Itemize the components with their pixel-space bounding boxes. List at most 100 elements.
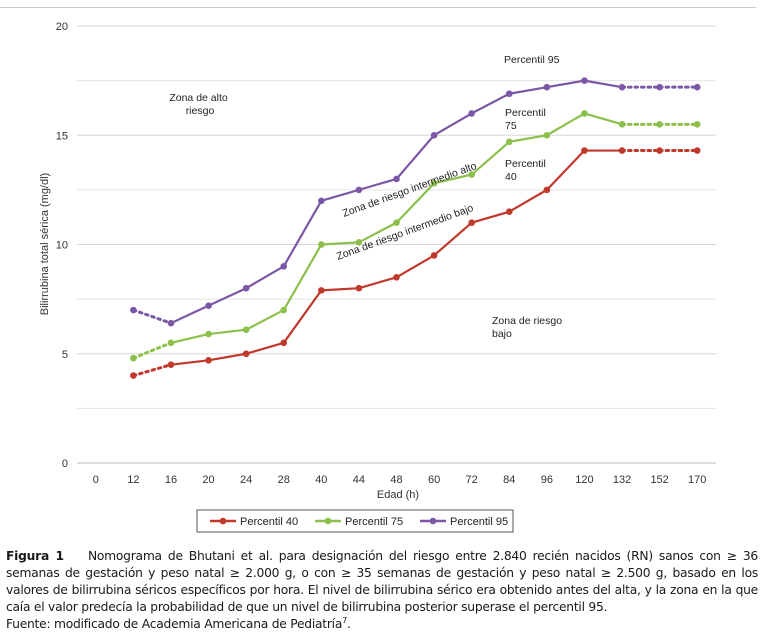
- data-point: [581, 147, 588, 154]
- annotation-low-risk-line1: Zona de riesgo: [492, 315, 562, 327]
- x-tick-label: 48: [390, 474, 402, 486]
- data-point: [318, 287, 325, 294]
- x-tick-label: 60: [428, 474, 440, 486]
- series-segment: [395, 182, 435, 224]
- series-segment: [584, 79, 623, 89]
- x-tick-label: 96: [541, 474, 553, 486]
- data-point: [468, 110, 475, 117]
- data-point: [280, 263, 288, 270]
- annotation-p40-line1: Percentil: [505, 158, 546, 170]
- legend: Percentil 40 Percentil 75 Percentil 95: [196, 509, 514, 533]
- series-segment: [131, 308, 173, 325]
- x-tick-label: 0: [93, 474, 99, 486]
- data-point: [355, 239, 363, 246]
- y-tick-label: 0: [62, 458, 68, 470]
- series-segment: [546, 149, 586, 191]
- x-tick-label: 20: [202, 474, 214, 486]
- x-tick-label: 132: [613, 474, 631, 486]
- data-point: [505, 90, 513, 98]
- caption-source: Fuente: modificado de Academia Americana…: [6, 616, 758, 633]
- legend-swatch-marker: [219, 517, 227, 525]
- series-segment: [170, 333, 209, 344]
- source-end: .: [346, 617, 351, 631]
- data-point: [581, 77, 588, 84]
- series-segment: [546, 79, 585, 89]
- series-percentil-95: [130, 77, 701, 327]
- series-segment: [245, 309, 285, 331]
- series-segment: [208, 328, 247, 336]
- annotation-high-risk-zone: Zona de alto riesgo: [169, 92, 230, 117]
- series-segment: [282, 289, 323, 344]
- data-point: [693, 147, 701, 154]
- data-point: [205, 330, 212, 338]
- series-segment: [170, 304, 210, 325]
- data-point: [656, 121, 663, 128]
- annotation-p75-line2: 75: [505, 120, 517, 132]
- data-point: [167, 339, 175, 347]
- x-tick-label: 170: [688, 474, 706, 486]
- x-tick-label: 44: [353, 474, 365, 486]
- series-segment: [470, 140, 510, 176]
- data-point: [393, 273, 400, 281]
- series-segment: [131, 363, 173, 378]
- data-point: [618, 121, 626, 128]
- series-segment: [208, 287, 247, 307]
- series-percentil-40: [130, 147, 701, 379]
- data-point: [505, 208, 513, 216]
- data-point: [280, 339, 288, 347]
- x-tick-label: 40: [315, 474, 327, 486]
- series-segment: [546, 112, 585, 137]
- data-point: [242, 350, 250, 358]
- annotation-low-risk-line2: bajo: [492, 328, 512, 340]
- y-tick-label: 5: [62, 349, 68, 361]
- series-segment: [584, 112, 623, 126]
- x-tick-label: 84: [503, 474, 515, 486]
- data-point: [505, 138, 513, 146]
- x-tick-label: 120: [575, 474, 593, 486]
- data-point: [543, 186, 551, 194]
- figure-caption: Figura 1 Nomograma de Bhutani et al. par…: [6, 548, 758, 633]
- y-axis-label: Bilirrubina total sérica (mg/dl): [39, 173, 51, 315]
- x-tick-label: 28: [278, 474, 290, 486]
- data-point: [393, 219, 400, 226]
- data-point: [618, 147, 626, 154]
- legend-item-percentil-75: Percentil 75: [315, 516, 403, 528]
- data-point: [280, 306, 288, 314]
- annotation-p75-line1: Percentil: [505, 107, 546, 119]
- legend-label: Percentil 95: [450, 516, 508, 528]
- series-lines: [130, 77, 701, 379]
- grid-lines: [77, 25, 716, 464]
- series-segment: [509, 86, 548, 95]
- caption-text: Nomograma de Bhutani et al. para designa…: [6, 549, 759, 614]
- annotation-percentil-40: Percentil 40: [505, 158, 549, 183]
- series-segment: [321, 188, 360, 202]
- data-point: [205, 302, 212, 309]
- series-segment: [170, 359, 209, 366]
- annotation-percentil-75: Percentil 75: [505, 107, 549, 132]
- series-segment: [395, 254, 435, 279]
- data-point: [656, 83, 663, 91]
- y-tick-label: 20: [56, 21, 68, 33]
- data-point: [355, 186, 363, 194]
- data-point: [318, 197, 325, 205]
- top-rule: [0, 7, 756, 8]
- data-point: [543, 83, 551, 91]
- data-point: [430, 131, 438, 139]
- series-segment: [321, 287, 359, 292]
- source-text: Fuente: modificado de Academia Americana…: [6, 617, 343, 631]
- data-point: [130, 372, 137, 379]
- series-percentil-75: [130, 110, 701, 362]
- series-segment: [358, 276, 397, 290]
- annotation-high-risk-line1: Zona de alto: [169, 92, 228, 104]
- data-point: [618, 83, 626, 91]
- legend-swatch-marker: [324, 517, 332, 525]
- data-point: [318, 241, 325, 248]
- data-point: [543, 131, 551, 139]
- source-reference: 7: [342, 615, 347, 625]
- data-point: [393, 175, 400, 183]
- x-axis-ticks: 0 12 16 20 24 28 40 44 48 60 72 84 96 120 132 152 170: [93, 474, 707, 486]
- legend-label: Percentil 40: [240, 516, 298, 528]
- series-segment: [358, 221, 398, 244]
- bilirubin-nomogram-chart: 0 5 10 15 20 0 12 16 20 24 28 40 44 48 60 72 84 96 120 132…: [39, 21, 716, 533]
- series-segment: [245, 265, 285, 290]
